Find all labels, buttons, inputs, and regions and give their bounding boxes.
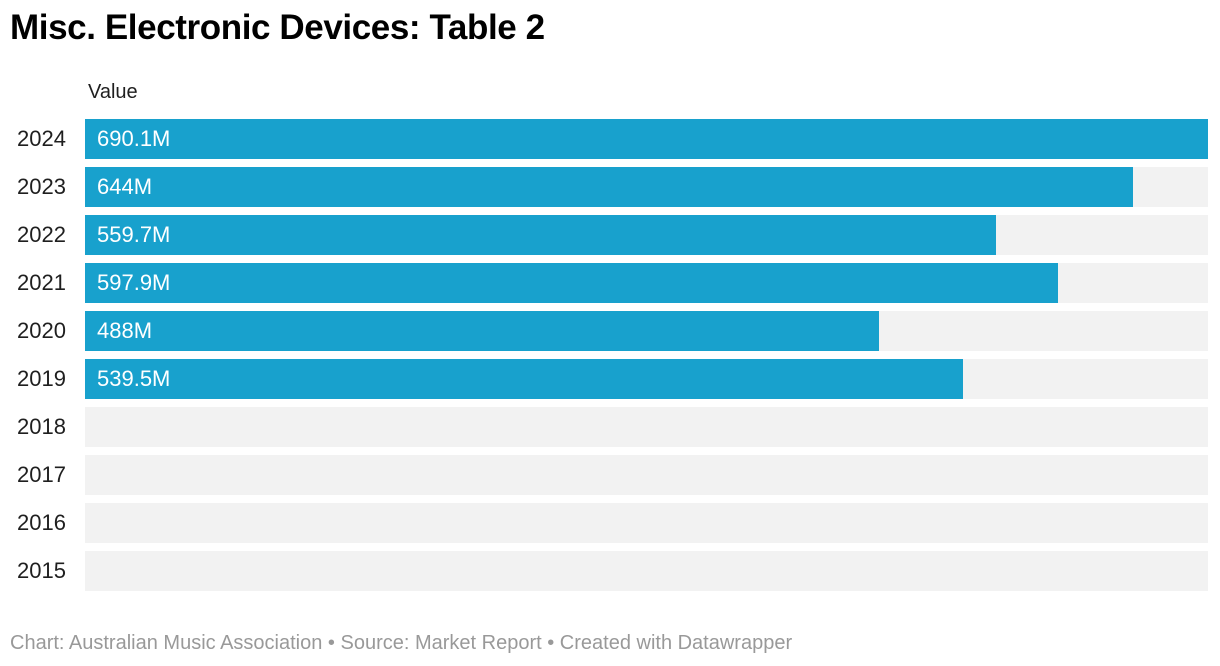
- year-label: 2021: [17, 270, 66, 295]
- value-column-header: Value: [88, 81, 138, 103]
- year-label: 2016: [17, 510, 66, 535]
- table-row: 2021 597.9M: [0, 263, 1208, 303]
- bar-value-label: 559.7M: [97, 222, 171, 247]
- year-label: 2018: [17, 414, 66, 439]
- table-row: 2015: [0, 551, 1208, 591]
- bar[interactable]: 559.7M: [85, 215, 996, 255]
- table-row: 2024 690.1M: [0, 119, 1208, 159]
- table-row: 2019 539.5M: [0, 359, 1208, 399]
- bar-track: 690.1M: [85, 119, 1208, 159]
- bar-track: 597.9M: [85, 263, 1208, 303]
- bar-value-label: 488M: [97, 318, 153, 343]
- bar-track: [85, 551, 1208, 591]
- year-label: 2020: [17, 318, 66, 343]
- table-row: 2017: [0, 455, 1208, 495]
- chart-footer: Chart: Australian Music Association • So…: [10, 632, 793, 654]
- year-label: 2015: [17, 558, 66, 583]
- table-row: 2022 559.7M: [0, 215, 1208, 255]
- table-row: 2020 488M: [0, 311, 1208, 351]
- bar-value-label: 690.1M: [97, 126, 171, 151]
- bar[interactable]: 690.1M: [85, 119, 1208, 159]
- bar-value-label: 597.9M: [97, 270, 171, 295]
- bar[interactable]: 597.9M: [85, 263, 1058, 303]
- bar-track: 539.5M: [85, 359, 1208, 399]
- bar-value-label: 539.5M: [97, 366, 171, 391]
- bar[interactable]: 644M: [85, 167, 1133, 207]
- year-label: 2024: [17, 126, 66, 151]
- year-label: 2017: [17, 462, 66, 487]
- year-label: 2023: [17, 174, 66, 199]
- table-row: 2018: [0, 407, 1208, 447]
- year-label: 2022: [17, 222, 66, 247]
- bar-chart-rows: 2024 690.1M 2023 644M 2022 559.7M 2021 597.9M 20…: [0, 119, 1208, 599]
- bar-track: [85, 407, 1208, 447]
- bar-track: [85, 455, 1208, 495]
- chart-title: Misc. Electronic Devices: Table 2: [10, 8, 545, 47]
- bar-track: [85, 503, 1208, 543]
- bar-track: 488M: [85, 311, 1208, 351]
- bar[interactable]: 488M: [85, 311, 880, 351]
- bar-value-label: 644M: [97, 174, 153, 199]
- table-row: 2016: [0, 503, 1208, 543]
- year-label: 2019: [17, 366, 66, 391]
- table-row: 2023 644M: [0, 167, 1208, 207]
- bar-track: 644M: [85, 167, 1208, 207]
- bar-track: 559.7M: [85, 215, 1208, 255]
- bar[interactable]: 539.5M: [85, 359, 963, 399]
